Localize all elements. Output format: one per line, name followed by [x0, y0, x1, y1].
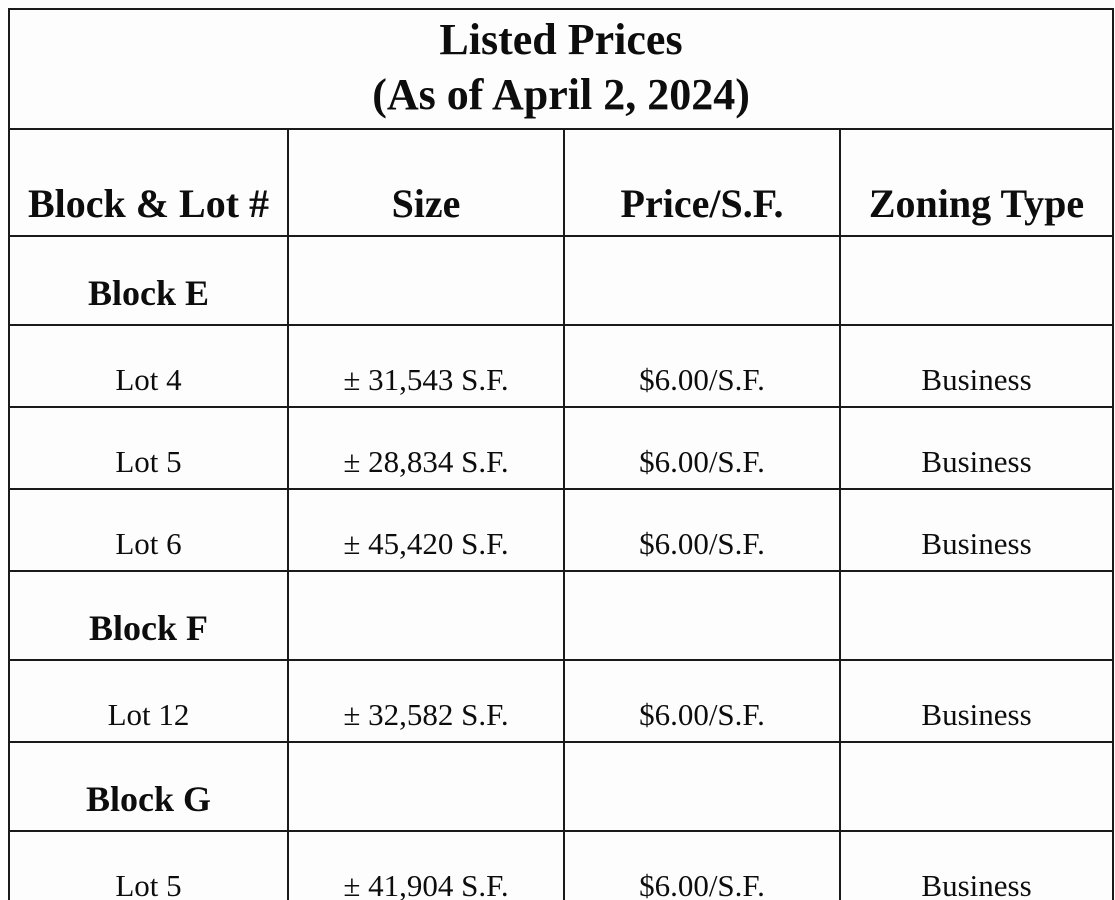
empty-cell [563, 741, 841, 832]
column-header-zoning: Zoning Type [838, 128, 1115, 237]
zoning-cell: Business [838, 830, 1115, 900]
column-header-price: Price/S.F. [563, 128, 841, 237]
table-title-row: Listed Prices (As of April 2, 2024) [7, 8, 1115, 130]
lot-row: Lot 12 ± 32,582 S.F. $6.00/S.F. Business [8, 659, 1115, 743]
zoning-cell: Business [838, 406, 1115, 490]
block-row: Block F [8, 570, 1115, 661]
empty-cell [287, 570, 565, 661]
block-row: Block E [8, 235, 1115, 326]
lot-cell: Lot 12 [8, 659, 289, 743]
empty-cell [287, 741, 565, 832]
lot-row: Lot 4 ± 31,543 S.F. $6.00/S.F. Business [8, 324, 1115, 408]
block-row: Block G [8, 741, 1115, 832]
lot-cell: Lot 5 [8, 406, 289, 490]
block-label-cell: Block G [8, 741, 289, 832]
price-cell: $6.00/S.F. [563, 488, 841, 572]
lot-cell: Lot 5 [8, 830, 289, 900]
zoning-cell: Business [838, 488, 1115, 572]
empty-cell [287, 235, 565, 326]
lot-row: Lot 5 ± 28,834 S.F. $6.00/S.F. Business [8, 406, 1115, 490]
price-cell: $6.00/S.F. [563, 324, 841, 408]
lot-row: Lot 5 ± 41,904 S.F. $6.00/S.F. Business [8, 830, 1115, 900]
size-cell: ± 45,420 S.F. [287, 488, 565, 572]
zoning-cell: Business [838, 659, 1115, 743]
empty-cell [838, 741, 1115, 832]
size-cell: ± 41,904 S.F. [287, 830, 565, 900]
table-header-row: Block & Lot # Size Price/S.F. Zoning Typ… [8, 128, 1115, 237]
size-cell: ± 28,834 S.F. [287, 406, 565, 490]
empty-cell [563, 235, 841, 326]
size-cell: ± 31,543 S.F. [287, 324, 565, 408]
price-cell: $6.00/S.F. [563, 406, 841, 490]
price-cell: $6.00/S.F. [563, 659, 841, 743]
zoning-cell: Business [838, 324, 1115, 408]
lot-cell: Lot 6 [8, 488, 289, 572]
table-subtitle: (As of April 2, 2024) [372, 70, 750, 119]
column-header-size: Size [287, 128, 565, 237]
block-label-cell: Block E [8, 235, 289, 326]
table-title-cell: Listed Prices (As of April 2, 2024) [7, 8, 1115, 130]
lot-row: Lot 6 ± 45,420 S.F. $6.00/S.F. Business [8, 488, 1115, 572]
empty-cell [838, 570, 1115, 661]
listed-prices-table: Listed Prices (As of April 2, 2024) Bloc… [7, 8, 1115, 900]
block-label-cell: Block F [8, 570, 289, 661]
size-cell: ± 32,582 S.F. [287, 659, 565, 743]
column-header-block-lot: Block & Lot # [8, 128, 289, 237]
table-title: Listed Prices [439, 15, 683, 64]
price-cell: $6.00/S.F. [563, 830, 841, 900]
lot-cell: Lot 4 [8, 324, 289, 408]
empty-cell [838, 235, 1115, 326]
empty-cell [563, 570, 841, 661]
